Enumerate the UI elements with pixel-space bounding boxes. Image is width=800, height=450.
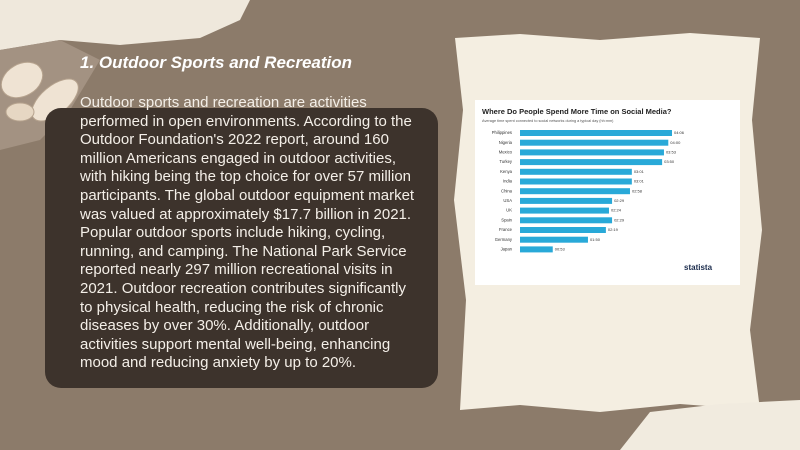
heading: 1. Outdoor Sports and Recreation [80, 53, 353, 72]
bar [520, 188, 630, 195]
text-panel [45, 108, 438, 388]
bar [520, 217, 613, 224]
bar [520, 178, 632, 185]
value-label: 03:50 [664, 159, 675, 164]
category-label: UK [506, 208, 512, 213]
category-label: Philippines [492, 130, 512, 135]
chart: Where Do People Spend More Time on Socia… [482, 107, 713, 272]
bar [520, 139, 669, 146]
bar [520, 227, 606, 233]
torn-paper-bottom [620, 400, 800, 450]
category-label: Spain [501, 217, 512, 222]
value-label: 02:19 [608, 227, 619, 232]
category-label: Kenya [500, 169, 513, 174]
category-label: China [501, 188, 513, 193]
value-label: 02:58 [632, 188, 643, 193]
value-label: 01:50 [590, 237, 601, 242]
value-label: 04:06 [674, 130, 685, 135]
value-label: 03:01 [634, 169, 645, 174]
paragraph: Outdoor sports and recreation are activi… [80, 94, 415, 372]
category-label: France [499, 227, 513, 232]
bar [520, 149, 664, 156]
value-label: 03:01 [634, 179, 645, 184]
category-label: India [503, 179, 513, 184]
butterfly [0, 61, 79, 122]
category-label: Japan [501, 247, 513, 252]
value-label: 02:24 [611, 208, 622, 213]
bar [520, 236, 588, 243]
chart-subtitle: Average time spent connected to social n… [482, 119, 614, 123]
category-label: Germany [495, 237, 513, 242]
bar [520, 159, 663, 166]
category-label: Turkey [499, 159, 513, 164]
bar [520, 246, 553, 253]
bar [520, 168, 632, 175]
value-label: 00:53 [555, 246, 566, 251]
category-label: Mexico [499, 150, 513, 155]
category-label: Nigeria [499, 140, 513, 145]
value-label: 02:29 [614, 198, 625, 203]
bar [520, 130, 672, 136]
chart-source: statista [684, 263, 713, 272]
category-label: USA [503, 198, 512, 203]
bar [520, 197, 613, 204]
value-label: 02:29 [614, 217, 625, 222]
value-label: 04:00 [670, 140, 681, 145]
bar [520, 207, 609, 214]
chart-title: Where Do People Spend More Time on Socia… [482, 107, 672, 116]
value-label: 03:53 [666, 149, 677, 154]
torn-paper-top [0, 0, 250, 50]
